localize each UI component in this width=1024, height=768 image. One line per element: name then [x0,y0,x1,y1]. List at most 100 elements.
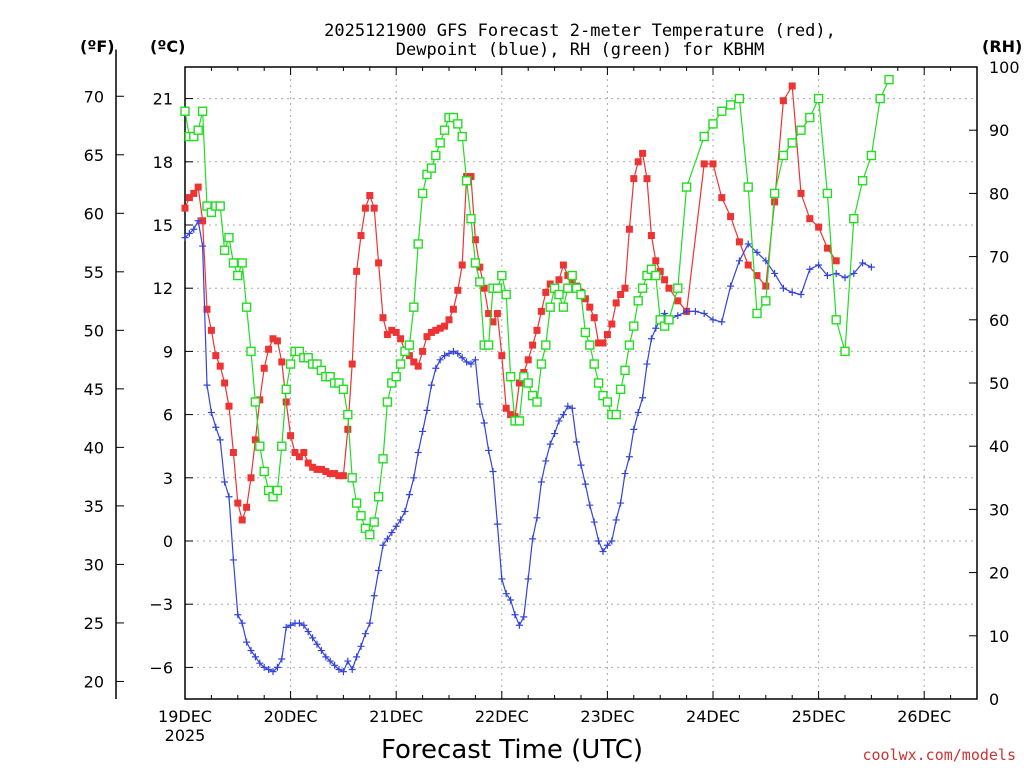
temperature-point [251,436,259,444]
dewpoint-point [405,491,413,499]
dewpoint-point [243,638,251,646]
rh-point [343,409,353,420]
temperature-point [718,194,726,202]
rh-point [395,359,406,369]
temperature-point [502,404,510,412]
chart-title-line1: 2025121900 GFS Forecast 2-meter Temperat… [324,21,836,41]
rh-point [717,106,727,116]
temperature-point [832,257,840,265]
rh-point [250,397,261,407]
dewpoint-point [251,653,259,661]
temperature-point [436,324,444,332]
y-tick-label-rh: 70 [989,248,1009,267]
dewpoint-point [586,501,594,509]
temperature-point [291,449,299,457]
temperature-point [432,326,440,334]
dewpoint-point [471,356,479,364]
temperature-point [397,335,405,343]
dewpoint-point [207,408,215,416]
dewpoint-point [423,406,431,414]
temperature-point [234,499,242,507]
rh-point [734,93,745,104]
temperature-point [537,307,545,315]
dewpoint-point [542,457,550,465]
dewpoint-point [520,613,528,621]
temperature-point [423,333,431,341]
dewpoint-point [683,307,691,315]
temperature-point [498,352,506,360]
temperature-point [507,411,515,419]
temperature-point [370,204,378,212]
temperature-point [190,189,198,197]
dewpoint-point [370,592,378,600]
temperature-point [788,82,796,90]
rh-point [725,100,736,110]
rh-point [769,188,780,199]
dewpoint-point [630,425,638,433]
dewpoint-point [735,257,743,265]
rh-point [272,485,283,496]
rh-point [563,283,573,293]
temperature-point [529,341,537,349]
temperature-point [727,213,735,221]
dewpoint-point [295,619,303,627]
rh-point [611,409,621,420]
rh-point [439,125,450,135]
dewpoint-point [815,261,823,269]
dewpoint-point [397,516,405,524]
temperature-point [555,276,563,284]
y-tick-label-rh: 20 [989,564,1009,583]
y-tick-label-rh: 40 [989,437,1009,456]
rh-point [475,277,485,287]
y-tick-label-rh: 80 [989,184,1009,203]
rh-point [470,258,481,268]
rh-point [417,188,428,199]
dewpoint-point [823,272,831,280]
temperature-point [335,472,343,480]
rh-point [651,270,661,281]
dewpoint-point [625,453,633,461]
temperature-point [225,402,233,410]
dewpoint-point [247,647,255,655]
temperature-point [515,379,523,387]
rh-point [567,270,577,281]
dewpoint-point [265,666,273,674]
dewpoint-point [256,659,264,667]
temperature-point [643,175,651,183]
rh-point [378,454,388,464]
rh-point [233,270,243,281]
dewpoint-point [581,480,589,488]
rh-point [805,112,815,123]
temperature-point [700,160,708,168]
dewpoint-point [383,535,391,543]
dewpoint-point [379,541,387,549]
temperature-point [471,236,479,244]
x-tick-sublabel: 2025 [165,726,206,745]
rh-point [505,371,516,382]
y-tick-label-f: 70 [84,87,104,106]
rh-point [822,188,833,199]
temperature-point [661,276,669,284]
y-tick-label-f: 55 [84,263,104,282]
dewpoint-point [361,630,369,638]
dewpoint-point [216,436,224,444]
rh-point [338,384,349,395]
rh-point [369,517,379,527]
rh-point [215,201,225,211]
temperature-point [634,158,642,166]
dewpoint-point [287,621,295,629]
rh-point [501,289,511,300]
dewpoint-point [559,411,567,419]
temperature-point [480,284,488,292]
dewpoint-point [700,309,708,317]
rh-point [743,182,753,192]
dewpoint-point [190,225,198,233]
temperature-point [282,398,290,406]
rh-point [224,232,234,243]
temperature-point [313,465,321,473]
temperature-point [559,261,567,269]
dewpoint-point [511,611,519,619]
rh-point [857,176,868,186]
rh-point [761,296,771,306]
dewpoint-point [414,449,422,457]
